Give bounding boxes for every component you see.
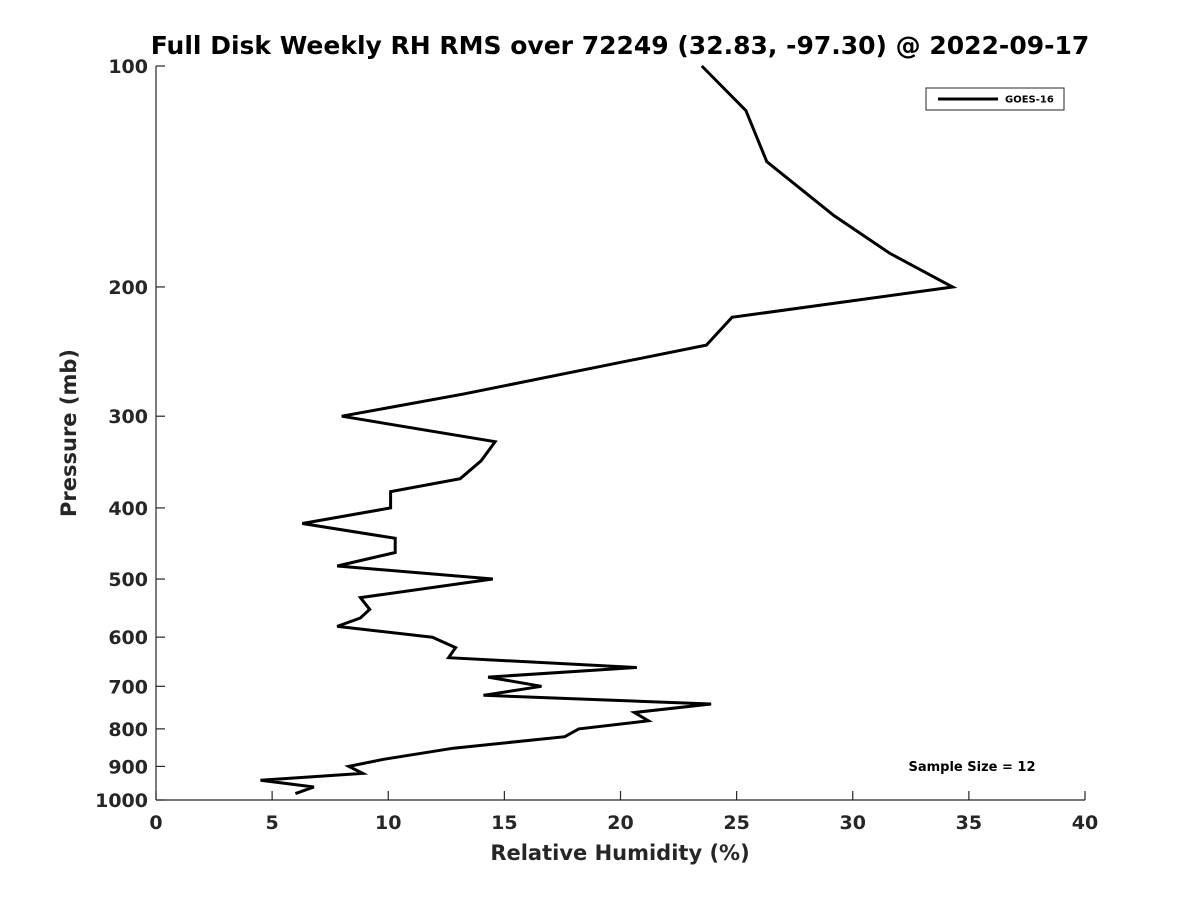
x-tick-label: 20 bbox=[607, 812, 633, 834]
x-tick-label: 25 bbox=[723, 812, 749, 834]
x-axis-label: Relative Humidity (%) bbox=[490, 841, 749, 865]
y-axis-label: Pressure (mb) bbox=[57, 349, 81, 517]
y-axis-ticks: 100 200 300 400 500 600 700 800 900 1000 bbox=[95, 56, 165, 812]
legend-entry: GOES-16 bbox=[1005, 95, 1054, 106]
y-tick-label: 300 bbox=[108, 406, 148, 428]
x-tick-label: 5 bbox=[266, 812, 279, 834]
x-tick-label: 10 bbox=[375, 812, 401, 834]
y-tick-label: 800 bbox=[108, 719, 148, 741]
x-tick-label: 35 bbox=[956, 812, 982, 834]
series-line-1 bbox=[260, 64, 958, 796]
y-tick-label: 100 bbox=[108, 56, 148, 78]
chart-title: Full Disk Weekly RH RMS over 72249 (32.8… bbox=[151, 31, 1090, 60]
x-tick-label: 15 bbox=[491, 812, 517, 834]
y-tick-label: 400 bbox=[108, 498, 148, 520]
y-tick-label: 600 bbox=[108, 627, 148, 649]
legend: GOES-16 bbox=[925, 87, 1065, 111]
x-tick-label: 30 bbox=[840, 812, 866, 834]
y-tick-label: 500 bbox=[108, 569, 148, 591]
y-tick-label: 900 bbox=[108, 756, 148, 778]
y-tick-label: 200 bbox=[108, 277, 148, 299]
y-tick-label: 1000 bbox=[95, 790, 148, 812]
x-tick-label: 40 bbox=[1072, 812, 1098, 834]
x-tick-label: 0 bbox=[149, 812, 162, 834]
axes bbox=[155, 66, 1085, 801]
series-layer bbox=[260, 64, 958, 796]
sample-size-annotation: Sample Size = 12 bbox=[908, 760, 1035, 775]
x-axis-ticks: 0 5 10 15 20 25 30 35 40 bbox=[149, 791, 1098, 834]
y-tick-label: 700 bbox=[108, 676, 148, 698]
